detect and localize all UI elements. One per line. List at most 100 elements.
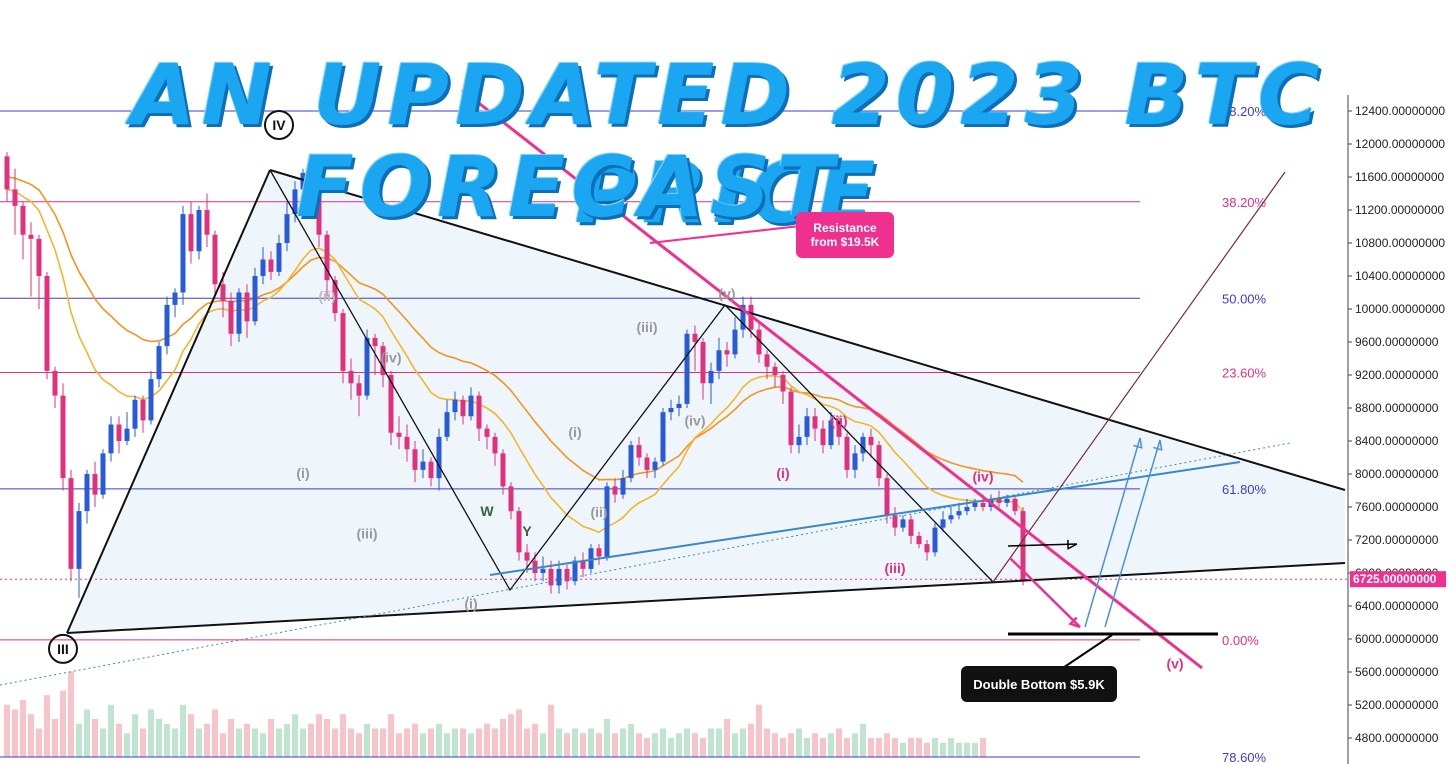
volume-bar [892,738,898,757]
candle-body [52,370,58,396]
candle-body [492,436,498,454]
candle-body [140,399,146,421]
wave-label: (iv) [381,350,402,366]
volume-bar [540,733,546,757]
candle-body [36,238,42,276]
candle-body [428,461,434,479]
current-price-tag [1350,571,1446,588]
volume-bar [724,719,730,757]
candle-body [300,172,306,190]
volume-bar [948,738,954,757]
candle-body [804,416,810,437]
ema-slow-line [6,176,1024,483]
candle-body [172,292,178,305]
volume-bar [756,704,762,757]
resistance-callout-text: Resistance from $19.5K [810,221,880,249]
volume-bar [676,733,682,757]
current-price-label: 6725.00000000 [1353,572,1437,586]
volume-bar [780,738,786,757]
volume-bar [460,728,466,757]
candle-body [940,519,946,528]
candle-body [740,304,746,330]
volume-bar [156,719,162,757]
volume-bar [316,714,322,757]
candle-body [972,502,978,507]
candle-body [28,234,34,239]
y-tick-label: 8400.00000000 [1355,434,1439,448]
candle-body [828,420,834,446]
candle-body [580,560,586,569]
wave-circle [264,109,294,140]
volume-bar [476,728,482,757]
volume-bar [332,728,338,757]
volume-bar [924,742,930,757]
candle-body [436,436,442,479]
volume-bar [100,728,106,757]
volume-bar [972,742,978,757]
volume-bar [636,733,642,757]
y-tick-label: 10400.00000000 [1355,269,1445,283]
volume-bar [580,733,586,757]
candle-body [316,185,322,235]
candle-body [732,329,738,355]
wave-label: (iii) [637,319,658,335]
candle-body [324,234,330,281]
y-tick-label: 10800.00000000 [1355,236,1445,250]
resistance-pointer [649,225,801,244]
volume-bar [20,700,26,757]
candle-body [188,214,194,252]
candle-body [396,432,402,437]
candle-body [236,292,242,334]
fib-label: 38.20% [1222,104,1267,119]
candle-body [796,436,802,446]
y-tick-label: 6400.00000000 [1355,599,1439,613]
candle-body [108,424,114,454]
volume-bar [916,738,922,757]
volume-bar [812,733,818,757]
candle-body [76,511,82,569]
wave-label: (iii) [357,525,378,541]
volume-bar [420,733,426,757]
volume-bar [428,728,434,757]
volume-bar [820,738,826,757]
volume-bar [796,728,802,757]
y-tick-label: 11200.00000000 [1355,203,1445,217]
wave-label: (i) [296,465,309,481]
y-tick-label: 8000.00000000 [1355,467,1439,481]
candle-body [812,416,818,429]
candle-body [12,189,18,206]
candle-body [244,292,250,322]
candle-body [780,375,786,392]
candle-body [44,276,50,371]
candle-body [132,399,138,429]
fib-label: 50.00% [1222,291,1267,306]
volume-bar [140,728,146,757]
wave-label: W [480,503,494,519]
candle-body [372,337,378,347]
volume-bar [68,671,74,757]
volume-bar [148,709,154,757]
candle-body [308,172,314,186]
candle-body [884,478,890,516]
candle-body [716,350,722,371]
volume-bar [252,728,258,757]
volume-bar [564,733,570,757]
volume-bar [524,728,530,757]
lower-trendline [66,562,1346,634]
volume-bar [908,738,914,757]
volume-bar [204,723,210,757]
volume-bar [284,723,290,757]
candle-body [524,552,530,561]
y-tick-label: 12400.00000000 [1355,104,1445,118]
candle-body [268,259,274,272]
wave-circle [48,633,78,664]
wave-label: (iii) [885,560,906,576]
volume-bar [956,742,962,757]
volume-bar [732,733,738,757]
candle-body [476,395,482,429]
volume-bar [548,704,554,757]
volume-bar [788,733,794,757]
up-arrow-1-head [1133,437,1143,449]
candle-body [572,560,578,582]
volume-bar [340,714,346,757]
